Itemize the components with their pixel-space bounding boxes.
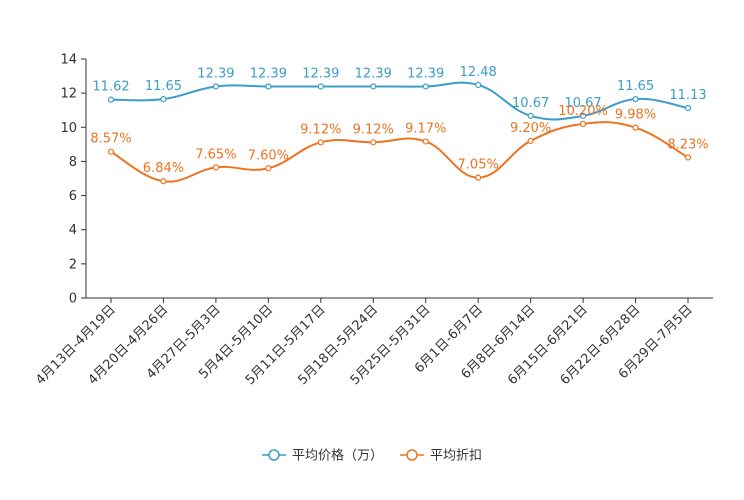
data-label-s1-4: 12.39: [250, 66, 287, 81]
data-point-s1-12: [684, 104, 692, 112]
data-point-s1-7: [422, 83, 429, 90]
data-point-s2-12: [684, 154, 692, 161]
data-point-s2-5: [317, 139, 324, 146]
data-label-s2-6: 9.12%: [353, 122, 394, 137]
data-label-s1-6: 12.39: [355, 66, 392, 81]
data-label-s2-2: 6.84%: [143, 161, 184, 176]
legend-marker-2: [406, 449, 418, 461]
data-point-s2-9: [527, 137, 534, 145]
data-point-s2-10: [579, 120, 587, 127]
data-point-s1-4: [265, 83, 272, 90]
data-point-s2-2: [160, 178, 167, 185]
y-tick-label: 8: [69, 155, 77, 170]
series-points: [107, 81, 692, 185]
data-label-s1-2: 11.65: [145, 79, 182, 94]
legend-label-2: 平均折扣: [430, 449, 482, 464]
y-tick-label: 4: [69, 223, 77, 238]
data-point-s1-8: [475, 81, 482, 89]
axes: 024681012144月13日-4月19日4月20日-4月26日4月27日-5…: [33, 53, 713, 388]
data-label-s1-3: 12.39: [197, 66, 234, 81]
y-tick-label: 0: [69, 292, 77, 307]
data-point-s2-8: [475, 174, 482, 181]
data-point-s1-3: [212, 83, 220, 90]
data-label-s2-3: 7.65%: [195, 147, 236, 162]
legend: 平均价格（万） 平均折扣: [262, 448, 482, 464]
data-label-s1-5: 12.39: [302, 66, 339, 81]
y-tick-label: 12: [60, 87, 77, 102]
y-tick-label: 14: [60, 53, 77, 68]
data-point-s1-11: [632, 96, 639, 103]
data-point-s2-3: [212, 164, 220, 171]
data-label-s1-11: 11.65: [617, 79, 654, 94]
data-point-s1-6: [370, 83, 377, 90]
data-point-s1-5: [317, 83, 324, 90]
y-tick-label: 2: [69, 257, 77, 272]
data-point-s2-1: [107, 148, 115, 155]
data-point-s1-1: [107, 96, 115, 103]
data-label-s1-8: 12.48: [460, 65, 497, 80]
data-point-s1-9: [527, 112, 534, 119]
data-label-s2-12: 8.23%: [667, 138, 708, 153]
data-point-s2-6: [370, 139, 377, 146]
data-label-s1-10: 10.67: [564, 96, 601, 111]
data-point-s1-10: [579, 112, 587, 119]
data-label-s2-8: 7.05%: [458, 158, 499, 173]
data-point-s2-7: [422, 138, 429, 145]
data-label-s2-11: 9.98%: [615, 108, 656, 123]
data-point-s1-2: [160, 96, 167, 103]
data-labels: 11.62 11.65 12.39 12.39 12.39 12.39 12.39 12.48…: [90, 65, 708, 176]
data-label-s2-7: 9.17%: [405, 121, 446, 136]
legend-label-1: 平均价格（万）: [292, 448, 383, 464]
legend-marker-1: [268, 449, 280, 461]
data-point-s2-11: [632, 124, 639, 131]
data-point-s2-4: [265, 165, 272, 172]
data-label-s2-9: 9.20%: [510, 121, 551, 136]
series-line-1: [110, 81, 689, 121]
data-label-s1-1: 11.62: [92, 80, 129, 95]
data-label-s1-12: 11.13: [669, 88, 706, 103]
data-label-s2-5: 9.12%: [300, 122, 341, 137]
data-label-s2-10: 10.20%: [558, 104, 608, 119]
y-tick-label: 10: [60, 121, 77, 136]
data-label-s1-9: 10.67: [512, 96, 549, 111]
data-label-s1-7: 12.39: [407, 66, 444, 81]
y-tick-label: 6: [69, 189, 77, 204]
data-label-s2-4: 7.60%: [248, 148, 289, 163]
data-label-s2-1: 8.57%: [90, 132, 131, 147]
